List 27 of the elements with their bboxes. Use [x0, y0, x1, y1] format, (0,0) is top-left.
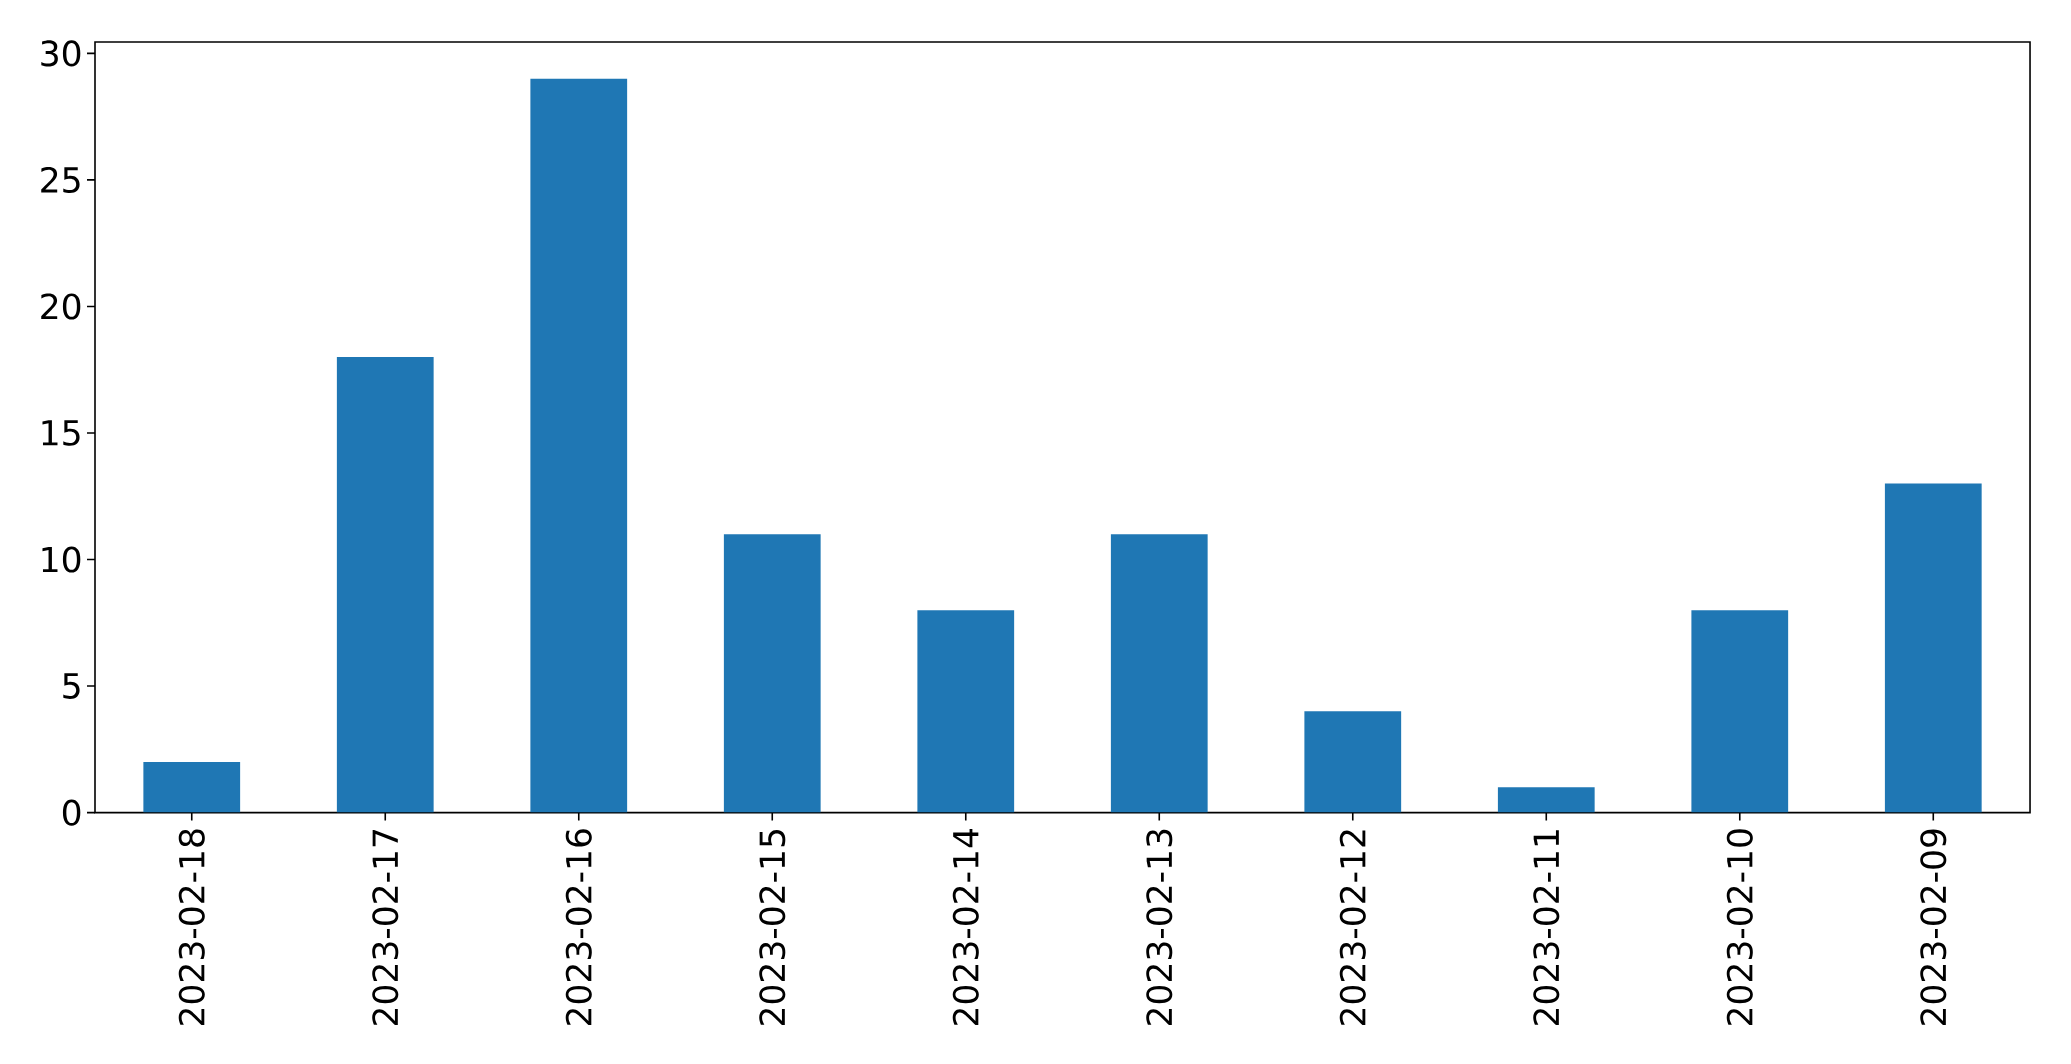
x-tick-label: 2023-02-17 — [372, 830, 399, 1025]
y-tick-label: 25 — [41, 166, 80, 193]
bar — [723, 534, 821, 813]
bar — [1691, 610, 1789, 813]
x-tick-label: 2023-02-15 — [759, 830, 786, 1025]
bar — [1304, 711, 1402, 813]
bar — [530, 78, 628, 813]
y-tick-label: 0 — [62, 799, 81, 826]
bar — [917, 610, 1015, 813]
bar — [1110, 534, 1208, 813]
y-tick-label: 10 — [42, 546, 81, 573]
bar — [143, 761, 241, 813]
y-tick-label: 30 — [41, 40, 81, 67]
x-tick-label: 2023-02-09 — [1920, 829, 1947, 1025]
bar — [1497, 787, 1595, 813]
x-tick-label: 2023-02-14 — [952, 829, 979, 1025]
x-tick-label: 2023-02-10 — [1726, 829, 1753, 1025]
y-tick-label: 5 — [63, 673, 80, 699]
bar — [1884, 483, 1982, 813]
x-tick-label: 2023-02-13 — [1146, 829, 1173, 1025]
y-tick-label: 15 — [42, 420, 80, 446]
x-tick-label: 2023-02-16 — [565, 829, 592, 1025]
x-tick-label: 2023-02-12 — [1339, 830, 1366, 1025]
bar — [336, 357, 434, 813]
x-tick-label: 2023-02-11 — [1533, 830, 1560, 1025]
y-tick-label: 20 — [41, 293, 81, 320]
x-tick-label: 2023-02-18 — [178, 829, 205, 1025]
